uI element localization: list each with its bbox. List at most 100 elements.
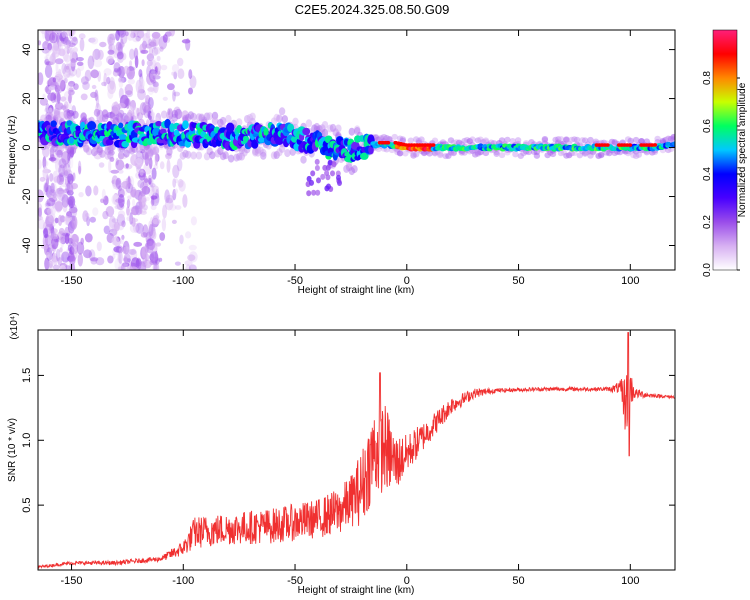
- spectrogram-halo: [662, 136, 669, 143]
- spectrogram-halo: [214, 149, 221, 158]
- spectrogram-noise-blob: [43, 181, 49, 196]
- spectrogram-halo: [624, 150, 632, 157]
- spectrogram-noise-blob: [57, 145, 64, 150]
- spectrogram-noise-blob: [117, 42, 123, 56]
- spectrogram-noise-blob: [78, 192, 84, 198]
- spectrogram-halo: [53, 110, 60, 119]
- spectrogram-noise-blob: [68, 206, 78, 214]
- spectrogram-noise-blob: [125, 90, 133, 98]
- snr-x-tick-label: -150: [61, 575, 83, 587]
- spectrogram-halo: [278, 107, 286, 116]
- spectrogram-halo: [533, 149, 541, 156]
- spectrogram-halo: [206, 112, 213, 121]
- spectrogram-halo: [195, 113, 203, 122]
- spectrogram-noise-blob: [122, 240, 130, 255]
- spectrogram-halo: [203, 152, 211, 161]
- spectrogram-noise-blob: [164, 153, 173, 158]
- spectrogram-frame: [37, 29, 676, 271]
- spectrogram-noise-blob: [58, 227, 65, 235]
- spectrogram-noise-blob: [115, 177, 122, 190]
- spectrogram-noise-blob: [57, 189, 65, 201]
- spectrogram-halo: [549, 151, 557, 158]
- spectrogram-noise-blob: [177, 178, 184, 188]
- spectrogram-halo: [321, 128, 329, 137]
- spectrogram-halo: [260, 148, 267, 157]
- spectrogram-noise-blob: [151, 167, 157, 180]
- spectrogram-noise-blob: [99, 41, 107, 48]
- spectrogram-halo: [547, 149, 554, 156]
- spectrogram-halo: [581, 137, 589, 144]
- spectrogram-halo: [606, 150, 613, 157]
- spectrogram-halo: [480, 138, 487, 145]
- spectrogram-noise-blob: [49, 191, 59, 201]
- spectrogram-noise-blob: [154, 66, 158, 75]
- spectrogram-noise-blob: [48, 185, 55, 200]
- spectrogram-noise-blob: [147, 86, 154, 96]
- spectrogram-halo: [563, 152, 570, 159]
- spectrogram-halo: [595, 153, 602, 160]
- spectrogram-noise-blob: [118, 194, 125, 208]
- spectrogram-halo: [573, 136, 581, 143]
- spectrogram-halo: [410, 152, 417, 159]
- spectrogram-band-blob: [251, 139, 259, 149]
- spectrogram-noise-blob: [106, 76, 111, 85]
- spectrogram-band-blob: [66, 120, 73, 126]
- spectrogram-noise-blob: [78, 33, 86, 40]
- spectrogram-noise-blob: [129, 223, 138, 233]
- spectrogram-noise-blob: [107, 80, 117, 95]
- spectrogram-noise-blob: [57, 191, 65, 196]
- colorbar-tick-label: 0.8: [702, 71, 713, 85]
- spectrogram-tail-blob: [327, 159, 333, 166]
- spectrogram-halo: [431, 137, 439, 144]
- spectrogram-noise-blob: [162, 96, 168, 101]
- spectrogram-x-tick-label: 100: [621, 275, 639, 287]
- spectrogram-halo: [608, 138, 616, 145]
- spectrogram-noise-blob: [87, 55, 95, 70]
- spectrogram-noise-blob: [144, 178, 149, 183]
- spectrogram-noise-blob: [160, 64, 168, 71]
- spectrogram-noise-blob: [141, 245, 148, 259]
- spectrogram-noise-blob: [146, 53, 155, 62]
- spectrogram-noise-blob: [190, 216, 197, 226]
- spectrogram-noise-blob: [169, 30, 175, 37]
- spectrogram-noise-blob: [165, 194, 174, 204]
- spectrogram-y-tick-label: 0: [21, 145, 33, 151]
- spectrogram-halo: [571, 136, 578, 143]
- spectrogram-noise-blob: [161, 218, 167, 232]
- spectrogram-noise-blob: [89, 257, 99, 262]
- spectrogram-halo: [117, 151, 125, 160]
- spectrogram-halo: [257, 146, 264, 155]
- spectrogram-noise-blob: [64, 265, 72, 270]
- spectrogram-noise-blob: [111, 101, 120, 116]
- spectrogram-noise-blob: [44, 200, 52, 209]
- spectrogram-halo: [329, 123, 337, 132]
- spectrogram-halo: [179, 151, 186, 160]
- spectrogram-halo: [418, 136, 425, 143]
- spectrogram-noise-blob: [144, 94, 151, 105]
- spectrogram-noise-blob: [130, 218, 139, 223]
- spectrogram-x-tick-label: -100: [172, 275, 194, 287]
- spectrogram-noise-blob: [69, 254, 76, 266]
- spectrogram-noise-blob: [52, 252, 58, 266]
- spectrogram-noise-blob: [148, 174, 152, 182]
- spectrogram-noise-blob: [142, 105, 152, 110]
- spectrogram-noise-blob: [107, 33, 115, 46]
- spectrogram-noise-blob: [127, 78, 136, 85]
- spectrogram-noise-blob: [54, 84, 61, 93]
- spectrogram-noise-blob: [109, 33, 117, 41]
- spectrogram-noise-blob: [137, 88, 146, 101]
- spectrogram-noise-blob: [38, 215, 44, 221]
- spectrogram-noise-blob: [145, 196, 150, 201]
- spectrogram-halo: [198, 114, 205, 123]
- spectrogram-noise-blob: [75, 68, 82, 78]
- spectrogram-noise-blob: [150, 195, 158, 200]
- spectrogram-noise-blob: [116, 213, 126, 227]
- spectrogram-noise-blob: [68, 67, 78, 77]
- spectrogram-halo: [219, 152, 227, 161]
- spectrogram-noise-blob: [176, 158, 183, 172]
- spectrogram-halo: [101, 109, 109, 118]
- spectrogram-noise-blob: [149, 251, 159, 264]
- colorbar-tick-label: 0.4: [702, 167, 713, 181]
- snr-y-axis-label: SNR (10 * v/v): [7, 418, 18, 482]
- spectrogram-x-axis-label: Height of straight line (km): [298, 285, 415, 296]
